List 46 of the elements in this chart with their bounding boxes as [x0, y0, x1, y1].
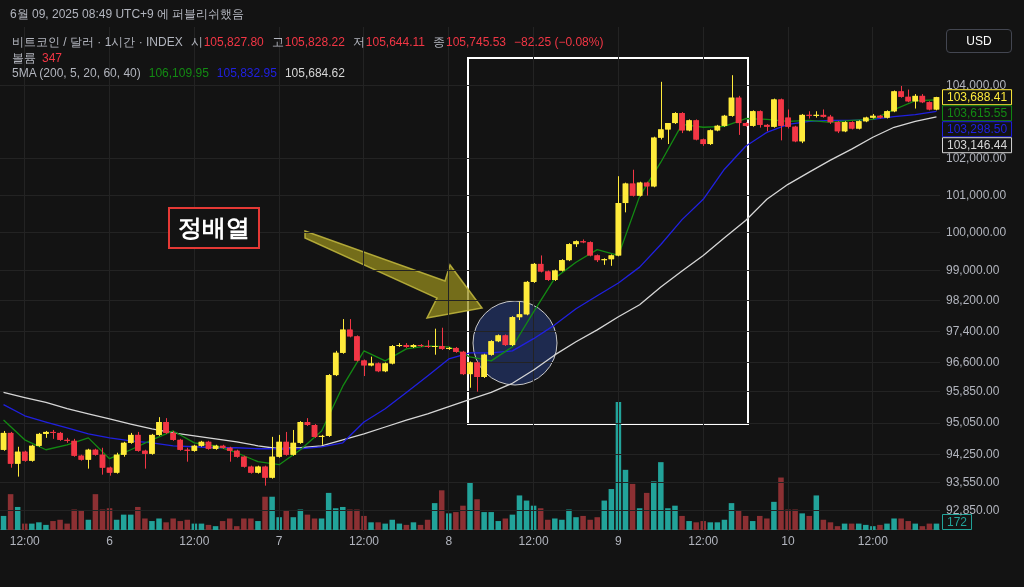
x-tick-label: 12:00	[348, 534, 380, 549]
y-tick-label: 104,000.00	[946, 78, 1007, 93]
annotation: 106,109.95	[148, 66, 209, 80]
text: 6월 09, 2025 08:49 UTC+9 에 퍼블리쉬했음	[10, 6, 245, 23]
annotation: 정배열	[168, 207, 260, 249]
x-tick-label: 12:00	[9, 534, 41, 549]
annotation: 저	[352, 35, 365, 49]
x-tick-label: 12:00	[688, 534, 719, 549]
x-tick-label: 12:00	[857, 534, 889, 549]
annotation: 종	[432, 35, 445, 49]
y-tick-label: 93,550.00	[946, 474, 1000, 489]
x-tick-label: 12:00	[179, 534, 210, 549]
x-tick-label: 9	[615, 534, 623, 549]
annotation: 105,828.22	[284, 35, 345, 49]
annotation: 5MA (200, 5, 20, 60, 40)	[12, 66, 141, 80]
annotation: 고	[271, 35, 284, 49]
annotation: 볼륨	[12, 51, 36, 65]
x-tick-label: 10	[781, 534, 796, 549]
annotation: 시	[190, 35, 203, 49]
annotation: 347	[42, 51, 63, 65]
annotation: −82.25 (−0.08%)	[514, 35, 604, 49]
text: 103,688.41	[947, 90, 1008, 105]
y-tick-label: 96,600.00	[946, 354, 1000, 369]
y-tick-label: 102,000.00	[946, 151, 1007, 166]
y-tick-label: 99,000.00	[946, 262, 1000, 277]
annotation: 105,832.95	[216, 66, 277, 80]
annotation: 105,745.53	[445, 35, 507, 49]
data-label: 103,298.50	[947, 122, 1008, 137]
y-tick-label: 97,400.00	[946, 323, 1000, 338]
x-tick-label: 7	[275, 534, 283, 549]
y-tick-label: 100,000.00	[946, 225, 1007, 240]
y-tick-label: 94,250.00	[946, 447, 1000, 462]
text: USD	[946, 29, 1012, 53]
x-tick-label: 8	[445, 534, 453, 549]
x-tick-label: 12:00	[518, 534, 549, 549]
y-tick-label: 95,050.00	[946, 415, 1000, 430]
annotation: 105,684.62	[284, 66, 345, 80]
data-label: 103,615.55	[947, 106, 1008, 121]
y-tick-label: 98,200.00	[946, 293, 1000, 308]
data-label: 103,146.44	[947, 138, 1008, 153]
y-tick-label: 101,000.00	[946, 187, 1007, 202]
text: 비트코인 / 달러 · 1시간 · INDEX	[12, 35, 183, 49]
annotation: 105,644.11	[365, 35, 425, 49]
y-tick-label: 95,850.00	[946, 383, 1000, 398]
annotation: 105,827.80	[203, 35, 264, 49]
x-tick-label: 6	[106, 534, 114, 549]
